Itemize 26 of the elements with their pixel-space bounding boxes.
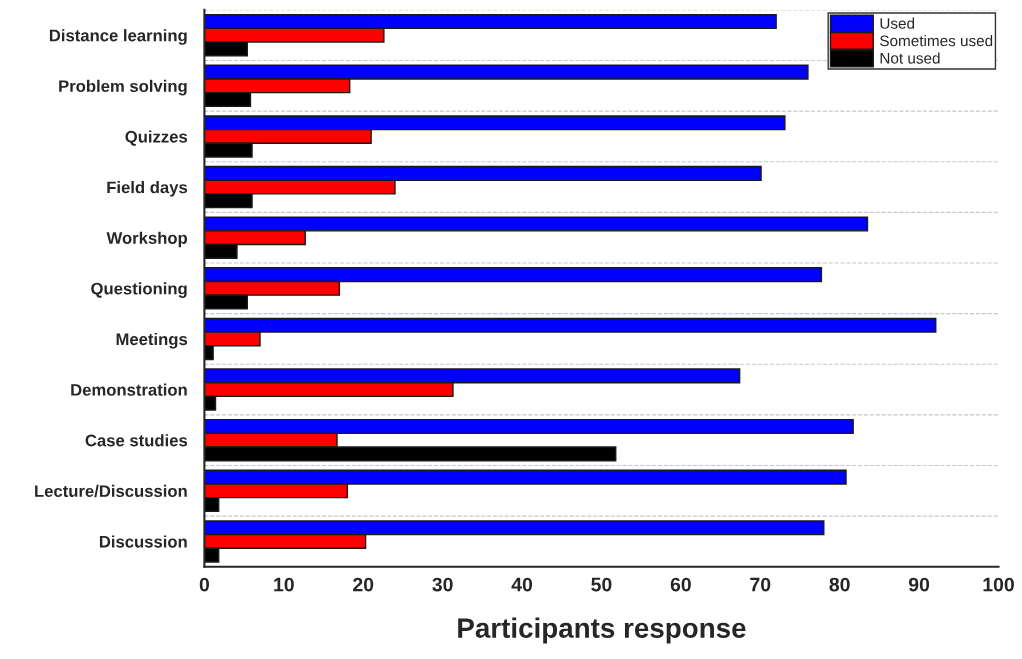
x-tick-label: 0	[199, 577, 210, 592]
y-tick-label: Lecture/Discussion	[35, 484, 187, 498]
y-tick-label: Questioning	[91, 282, 187, 298]
legend-label: Used	[880, 17, 915, 29]
y-tick-label: Workshop	[106, 231, 188, 248]
x-axis-title: Participants response	[458, 617, 746, 644]
x-tick-label: 50	[591, 577, 612, 592]
x-tick-label: 90	[908, 577, 930, 592]
y-tick-label: Problem solving	[59, 79, 187, 96]
x-tick-label: 30	[432, 577, 453, 592]
x-tick-label: 80	[829, 577, 850, 592]
x-tick-label: 20	[353, 577, 374, 592]
x-tick-label: 10	[274, 577, 294, 592]
x-tick-label: 100	[983, 577, 1014, 592]
legend-label: Sometimes used	[880, 35, 993, 47]
y-tick-label: Field days	[107, 181, 188, 197]
y-tick-label: Case studies	[85, 434, 188, 447]
y-tick-label: Distance learning	[49, 29, 187, 45]
y-tick-label: Meetings	[116, 332, 188, 349]
y-tick-label: Quizzes	[125, 130, 188, 146]
y-tick-label: Discussion	[99, 535, 187, 548]
x-tick-label: 60	[670, 577, 691, 592]
y-tick-label: Demonstration	[71, 383, 187, 396]
x-tick-label: 70	[750, 577, 771, 592]
legend-label: Not used	[880, 52, 940, 64]
x-tick-label: 40	[511, 577, 533, 592]
